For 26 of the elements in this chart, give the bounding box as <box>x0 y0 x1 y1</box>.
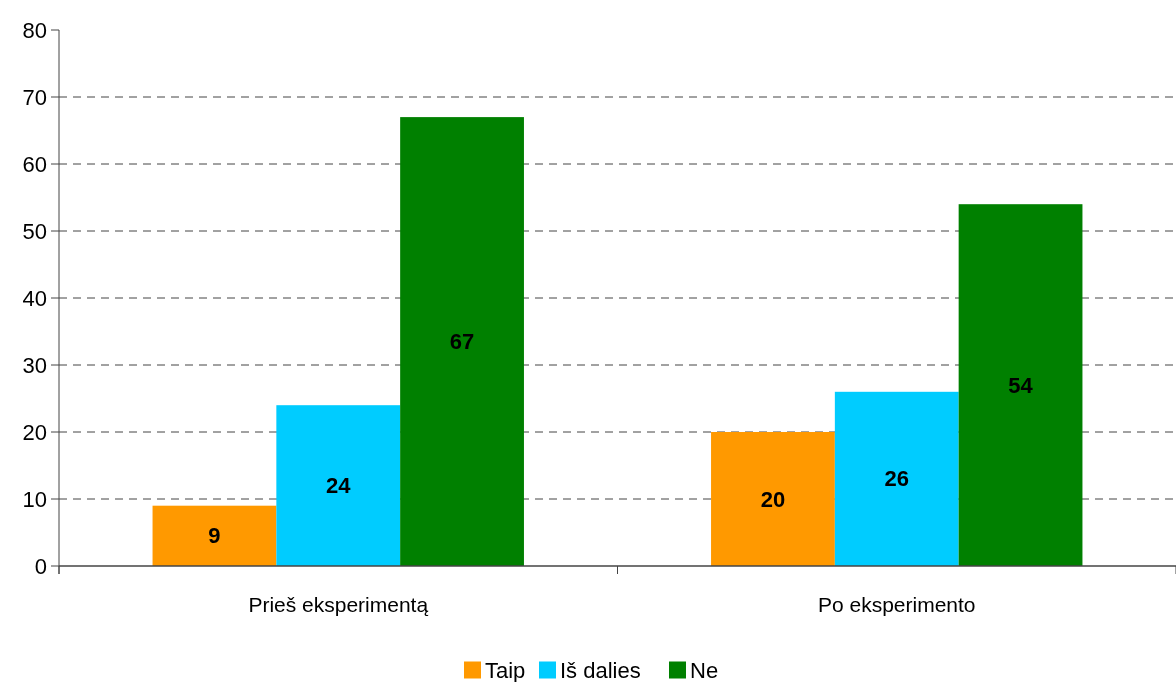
data-label: 67 <box>449 329 475 355</box>
y-tick-label: 30 <box>22 352 47 378</box>
bar <box>400 117 524 566</box>
data-label: 24 <box>326 473 352 499</box>
data-label: 54 <box>1008 372 1034 398</box>
bar <box>711 432 835 566</box>
y-tick-label: 40 <box>22 285 47 311</box>
y-tick-label: 0 <box>34 553 47 579</box>
bar <box>958 204 1083 566</box>
bar <box>834 391 959 566</box>
x-tick-label: Prieš eksperimentą <box>248 592 429 616</box>
bar <box>276 405 401 566</box>
y-tick-label: 70 <box>22 84 47 110</box>
legend-label: Iš dalies <box>560 657 641 682</box>
y-tick-label: 20 <box>22 419 47 445</box>
y-tick-label: 60 <box>22 151 47 177</box>
y-tick-label: 80 <box>22 17 47 43</box>
bar <box>152 505 277 566</box>
legend-label: Taip <box>485 657 526 682</box>
y-tick-label: 10 <box>22 486 47 512</box>
x-tick-label: Po eksperimento <box>817 592 976 616</box>
data-label: 26 <box>884 466 909 492</box>
data-label: 20 <box>760 486 786 512</box>
y-tick-label: 50 <box>22 218 47 244</box>
legend-label: Ne <box>690 657 719 682</box>
data-label: 9 <box>208 523 221 549</box>
